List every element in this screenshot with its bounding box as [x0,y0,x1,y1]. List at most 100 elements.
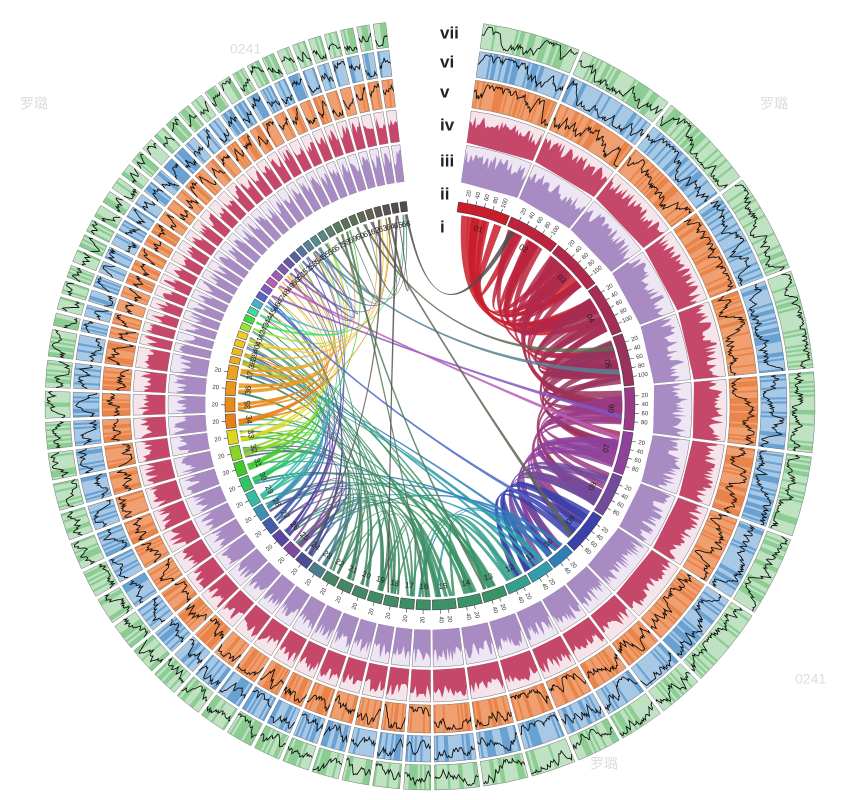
track-shade [491,54,499,81]
link-ribbon [237,275,331,407]
track-line [301,713,323,733]
track-line [474,710,512,728]
track-bars [566,566,605,607]
track-shade [595,63,610,87]
track-shade [647,179,670,200]
ideogram-segment [399,201,408,213]
link-ribbon [266,299,330,508]
track-line [242,110,252,124]
chromosome-tracks [461,622,529,787]
ideogram-segment [351,584,369,600]
track-line [124,228,140,236]
tick-label: 60 [615,299,624,308]
track-shade [49,344,75,351]
track-shade [610,715,625,739]
track-shade [182,643,202,664]
track-shade [141,642,162,662]
track-shade [702,591,726,608]
track-line [327,43,341,51]
track-bg [273,111,297,142]
track-line [257,135,270,147]
track-shade [577,119,593,145]
chromosome-label: 62 [370,225,382,236]
track-shade [174,592,198,612]
chromosome-label: 05 [602,359,613,370]
track-bars [140,371,167,393]
track-shade [46,373,72,378]
track-shade [576,732,589,757]
tick-label: 40 [633,344,642,352]
track-line [712,524,756,588]
tick-label: 20 [214,436,222,443]
chromosome-tracks [131,151,261,263]
track-shade [663,112,682,133]
track-shade [691,140,712,159]
track-bg [405,734,431,763]
track-line [548,673,586,693]
link-ribbon [307,219,382,555]
track-shade [136,154,157,173]
track-shade [162,664,182,684]
tick-label: 20 [403,614,410,622]
track-shade [521,690,532,718]
track-bars [596,176,665,248]
track-line [724,447,748,513]
chromosome-label: 12 [504,562,516,574]
tick-label: 20 [600,526,609,535]
track-shade [618,149,638,173]
chromosome-label: 17 [404,580,414,590]
track-shade [228,145,247,169]
track-shade [46,369,72,374]
track-shade [128,628,150,646]
link-ribbon [318,223,382,304]
track-shade [46,438,72,443]
tick-label: 100 [622,315,634,325]
track-line [128,580,145,604]
labels: vii vi v iv iii ii i 0241 罗璐 罗璐 0241 罗璐 [20,23,826,771]
track-shade [608,141,627,165]
track-shade [332,723,342,749]
track-shade [82,238,106,252]
track-shade [105,196,128,212]
track-shade [242,134,260,159]
tick-label: 100 [592,265,604,276]
track-shade [95,212,119,227]
tick-label: 20 [214,367,222,374]
track-shade [759,548,784,561]
link-ribbon [289,221,382,313]
tick-mark [527,220,530,225]
track-line [167,658,185,684]
track-shade [372,761,379,786]
tick-mark [601,289,605,293]
track-shade [729,384,758,388]
chromosome-tracks [640,270,814,384]
track-shade [73,408,99,411]
track-shade [395,734,400,761]
track-shade [156,617,178,637]
track-shade [154,656,174,676]
track-shade [786,453,812,460]
track-bars [281,192,305,223]
ideogram-segment [233,338,246,349]
chromosome-tracks [587,527,753,679]
track-shade [166,123,185,143]
track-shade [236,71,251,94]
track-shade [729,380,758,385]
track-line [169,618,185,643]
track-shade [154,226,179,243]
track-bars [305,142,323,167]
chromosome-label: 33 [246,429,256,440]
tick-mark [223,370,228,373]
track-shade [549,713,561,739]
track-bg [698,196,764,287]
tick-label: 60 [616,501,625,510]
track-shade [762,540,787,553]
track-shade [317,686,329,714]
tick-mark [629,449,635,451]
track-shade [187,607,210,628]
track-shade [100,590,123,606]
ideogram-segment [504,574,532,595]
chromosome-tracks [153,127,275,249]
track-shade [789,385,815,389]
track-line [221,78,231,92]
